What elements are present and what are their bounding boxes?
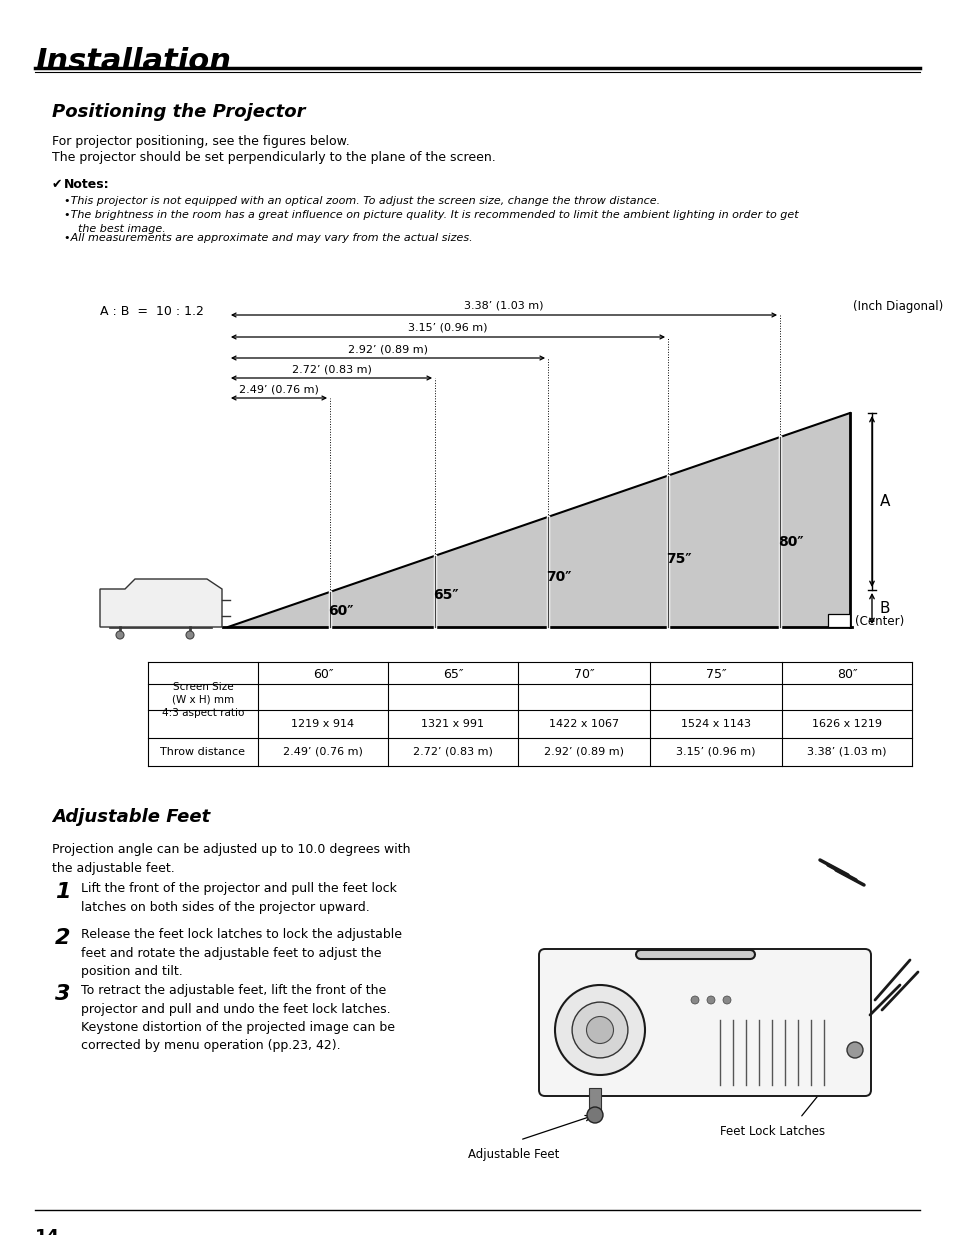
- Text: A---^: A---^: [140, 605, 154, 610]
- Text: •This projector is not equipped with an optical zoom. To adjust the screen size,: •This projector is not equipped with an …: [64, 196, 659, 206]
- Circle shape: [690, 995, 699, 1004]
- Text: 2: 2: [55, 927, 71, 948]
- Text: A: A: [879, 494, 889, 509]
- Text: 1: 1: [55, 882, 71, 902]
- Circle shape: [846, 1042, 862, 1058]
- Text: Lift the front of the projector and pull the feet lock
latches on both sides of : Lift the front of the projector and pull…: [81, 882, 396, 914]
- Text: 60″: 60″: [328, 604, 354, 619]
- Circle shape: [586, 1016, 613, 1044]
- Circle shape: [722, 995, 730, 1004]
- Text: 65″: 65″: [433, 588, 458, 601]
- Text: (Inch Diagonal): (Inch Diagonal): [852, 300, 943, 312]
- Text: 70″: 70″: [573, 667, 594, 680]
- Text: 75″: 75″: [705, 667, 725, 680]
- Text: 1219 x 914: 1219 x 914: [291, 719, 355, 729]
- Text: 2.49’ (0.76 m): 2.49’ (0.76 m): [283, 747, 362, 757]
- Text: 2.72’ (0.83 m): 2.72’ (0.83 m): [413, 747, 493, 757]
- Text: Screen Size
(W x H) mm
4:3 aspect ratio: Screen Size (W x H) mm 4:3 aspect ratio: [162, 682, 244, 719]
- Text: For projector positioning, see the figures below.: For projector positioning, see the figur…: [52, 135, 350, 148]
- Text: Release the feet lock latches to lock the adjustable
feet and rotate the adjusta: Release the feet lock latches to lock th…: [81, 927, 401, 978]
- Text: 65″: 65″: [442, 667, 463, 680]
- Text: Notes:: Notes:: [64, 178, 110, 191]
- Text: Throw distance: Throw distance: [160, 747, 245, 757]
- Bar: [588, 1088, 600, 1110]
- Text: Adjustable Feet: Adjustable Feet: [52, 808, 210, 826]
- Text: 70″: 70″: [545, 571, 571, 584]
- Text: The projector should be set perpendicularly to the plane of the screen.: The projector should be set perpendicula…: [52, 151, 496, 164]
- Text: 3.15’ (0.96 m): 3.15’ (0.96 m): [408, 324, 487, 333]
- Text: 2.72’ (0.83 m): 2.72’ (0.83 m): [292, 364, 371, 374]
- Text: 2.92’ (0.89 m): 2.92’ (0.89 m): [543, 747, 623, 757]
- Text: Positioning the Projector: Positioning the Projector: [52, 103, 305, 121]
- Text: 1321 x 991: 1321 x 991: [421, 719, 484, 729]
- Circle shape: [586, 1107, 602, 1123]
- Text: 2.49’ (0.76 m): 2.49’ (0.76 m): [239, 384, 318, 394]
- Text: •All measurements are approximate and may vary from the actual sizes.: •All measurements are approximate and ma…: [64, 233, 472, 243]
- Text: Projection angle can be adjusted up to 10.0 degrees with
the adjustable feet.: Projection angle can be adjusted up to 1…: [52, 844, 410, 876]
- Text: Adjustable Feet: Adjustable Feet: [468, 1149, 558, 1161]
- Text: 60″: 60″: [313, 667, 333, 680]
- Circle shape: [116, 631, 124, 638]
- Text: 1626 x 1219: 1626 x 1219: [811, 719, 882, 729]
- Circle shape: [555, 986, 644, 1074]
- Text: Feet Lock Latches: Feet Lock Latches: [720, 1125, 824, 1137]
- Text: 3.38’ (1.03 m): 3.38’ (1.03 m): [806, 747, 886, 757]
- Text: 3: 3: [55, 984, 71, 1004]
- Text: B: B: [879, 601, 889, 616]
- Text: •The brightness in the room has a great influence on picture quality. It is reco: •The brightness in the room has a great …: [64, 210, 798, 233]
- Text: 1524 x 1143: 1524 x 1143: [680, 719, 750, 729]
- Text: (Center): (Center): [854, 615, 903, 627]
- FancyBboxPatch shape: [538, 948, 870, 1095]
- Text: 80″: 80″: [778, 535, 802, 548]
- Circle shape: [572, 1002, 627, 1058]
- Circle shape: [706, 995, 714, 1004]
- Text: 3.38’ (1.03 m): 3.38’ (1.03 m): [464, 301, 543, 311]
- Text: 1422 x 1067: 1422 x 1067: [548, 719, 618, 729]
- Text: 14: 14: [35, 1228, 60, 1235]
- Text: A : B  =  10 : 1.2: A : B = 10 : 1.2: [100, 305, 204, 317]
- Polygon shape: [100, 579, 222, 627]
- Text: 75″: 75″: [665, 552, 691, 566]
- Text: 3.15’ (0.96 m): 3.15’ (0.96 m): [676, 747, 755, 757]
- Circle shape: [186, 631, 193, 638]
- Bar: [827, 614, 849, 627]
- Text: To retract the adjustable feet, lift the front of the
projector and pull and und: To retract the adjustable feet, lift the…: [81, 984, 395, 1052]
- Text: Installation: Installation: [35, 47, 231, 77]
- Text: 80″: 80″: [836, 667, 857, 680]
- Polygon shape: [228, 412, 849, 627]
- Text: ✔: ✔: [52, 178, 63, 191]
- Text: 2.92’ (0.89 m): 2.92’ (0.89 m): [348, 345, 428, 354]
